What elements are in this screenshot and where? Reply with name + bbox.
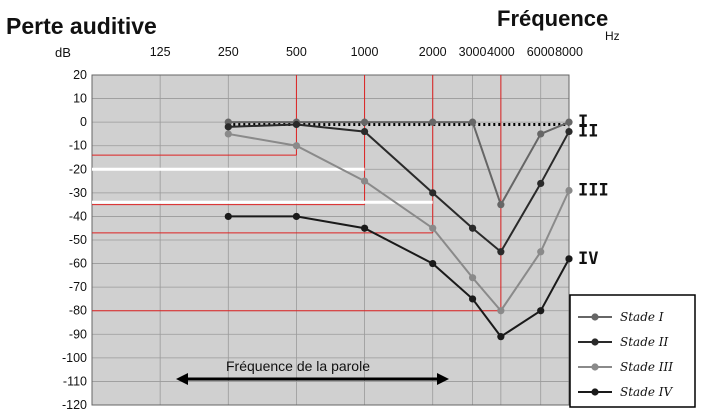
y-tick-label: -120 (62, 398, 87, 412)
y-axis-unit: dB (55, 45, 71, 60)
y-tick-label: -110 (63, 374, 87, 388)
legend-swatch-point (591, 313, 599, 321)
data-point (497, 333, 505, 341)
data-point (360, 224, 369, 232)
x-tick-label: 3000 (459, 45, 487, 59)
data-point (429, 259, 437, 268)
series-line (228, 132, 570, 313)
stage-label: I (578, 112, 588, 132)
series-line (228, 121, 570, 208)
x-tick-label: 125 (150, 45, 171, 59)
speech-frequency-label: Fréquence de la parole (226, 358, 370, 374)
y-tick-label: -90 (69, 327, 87, 341)
data-point (497, 248, 505, 256)
data-point (429, 118, 437, 126)
y-tick-label: 10 (73, 92, 87, 106)
y-tick-label: -50 (69, 233, 87, 247)
data-point (468, 274, 477, 282)
legend-label: Stade II (620, 335, 669, 349)
legend-label: Stade III (620, 360, 673, 374)
legend-label: Stade IV (620, 385, 674, 399)
series-line (228, 215, 570, 338)
y-tick-label: -70 (69, 280, 87, 294)
legend-swatch-point (591, 363, 599, 371)
data-point (537, 248, 545, 256)
series-line (228, 123, 570, 254)
data-point (429, 224, 437, 232)
y-tick-label: -60 (69, 257, 87, 271)
y-tick-label: -80 (69, 304, 87, 318)
data-point (360, 118, 369, 126)
series-group (224, 118, 573, 341)
data-point (565, 186, 573, 195)
data-point (537, 307, 545, 315)
chart-title: Perte auditive (6, 13, 157, 39)
y-tick-label: -40 (69, 209, 87, 223)
y-tick-label: 20 (73, 68, 87, 82)
legend-label: Stade I (620, 310, 664, 324)
legend: Stade I Stade II Stade III Stade IV (569, 294, 696, 408)
stage-label: IV (578, 249, 598, 269)
data-point (497, 307, 505, 315)
legend-swatch-point (591, 338, 599, 346)
data-point (565, 127, 573, 136)
data-point (468, 295, 477, 303)
y-tick-label: -10 (69, 139, 87, 153)
stage-label: II (578, 122, 598, 142)
data-point (468, 118, 477, 126)
x-tick-label: 4000 (487, 45, 515, 59)
data-point (565, 255, 573, 263)
x-tick-label: 250 (218, 45, 239, 59)
data-point (537, 179, 545, 188)
data-point (224, 212, 232, 221)
x-tick-label: 6000 (527, 45, 555, 59)
speech-frequency-arrow: Fréquence de la parole (176, 358, 449, 385)
x-tick-label: 8000 (555, 45, 583, 59)
y-tick-label: -100 (62, 351, 87, 365)
plot-border (91, 74, 570, 406)
data-point (292, 142, 301, 150)
data-point (224, 123, 232, 131)
tick-labels: 20 10 0 -10 -20 -30 -40 -50 -60 -70 -80 -90 -100 -110… (62, 45, 583, 412)
y-tick-label: -20 (69, 162, 87, 176)
legend-swatch-point (591, 388, 599, 396)
data-point (292, 120, 301, 129)
data-point (537, 130, 545, 138)
data-point (224, 130, 232, 138)
data-point (360, 177, 369, 185)
y-tick-label: 0 (80, 115, 87, 129)
data-point (468, 224, 477, 232)
data-point (429, 189, 437, 197)
data-point (565, 118, 573, 126)
x-tick-label: 500 (286, 45, 307, 59)
y-tick-label: -30 (69, 186, 87, 200)
data-point (360, 127, 369, 136)
x-tick-label: 1000 (351, 45, 379, 59)
x-axis-title: Fréquence (497, 6, 608, 31)
stage-label: III (578, 181, 609, 201)
data-point (497, 201, 505, 209)
x-tick-label: 2000 (419, 45, 447, 59)
data-point (292, 212, 301, 221)
x-axis-unit: Hz (605, 29, 620, 43)
legend-box (569, 294, 696, 408)
